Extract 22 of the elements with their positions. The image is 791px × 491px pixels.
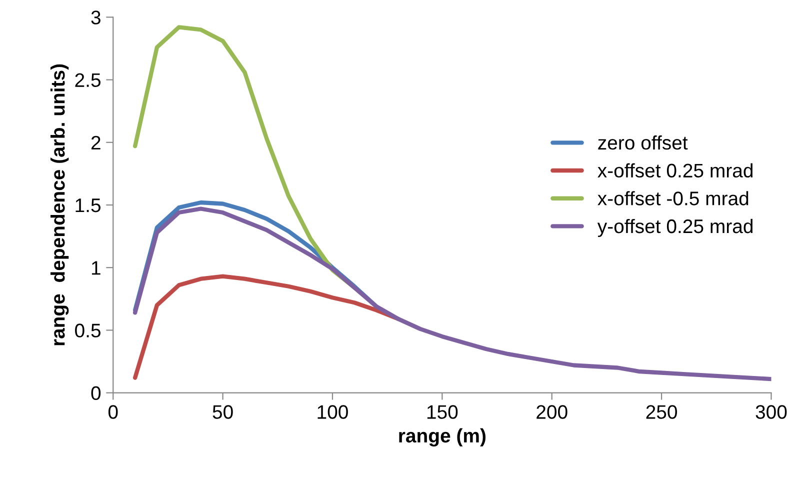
y-tick-label: 0 bbox=[91, 386, 101, 400]
y-axis-title: range dependence (arb. units) bbox=[50, 64, 69, 346]
legend-label: y-offset 0.25 mrad bbox=[597, 218, 752, 238]
y-tick-label: 3 bbox=[91, 10, 100, 24]
x-tick-label: 0 bbox=[108, 405, 118, 419]
line-series bbox=[132, 206, 772, 382]
y-tick-label: 1 bbox=[92, 261, 100, 275]
x-tick-label: 100 bbox=[318, 405, 348, 419]
legend-label: x-offset 0.25 mrad bbox=[598, 163, 752, 178]
line-series bbox=[132, 274, 400, 380]
x-tick-label: 250 bbox=[646, 405, 677, 419]
x-tick-label: 200 bbox=[536, 405, 568, 419]
y-tick-label: 0.5 bbox=[75, 324, 100, 338]
legend-label: zero offset bbox=[598, 135, 688, 150]
y-tick-label: 1.5 bbox=[76, 198, 100, 212]
legend-label: x-offset -0.5 mrad bbox=[598, 191, 748, 206]
x-tick-label: 50 bbox=[212, 405, 233, 419]
x-axis-title: range (m) bbox=[399, 428, 486, 446]
x-tick-label: 150 bbox=[427, 405, 458, 419]
y-tick-label: 2 bbox=[91, 136, 100, 150]
x-tick-label: 300 bbox=[756, 405, 787, 419]
y-tick-label: 2.5 bbox=[75, 73, 100, 88]
